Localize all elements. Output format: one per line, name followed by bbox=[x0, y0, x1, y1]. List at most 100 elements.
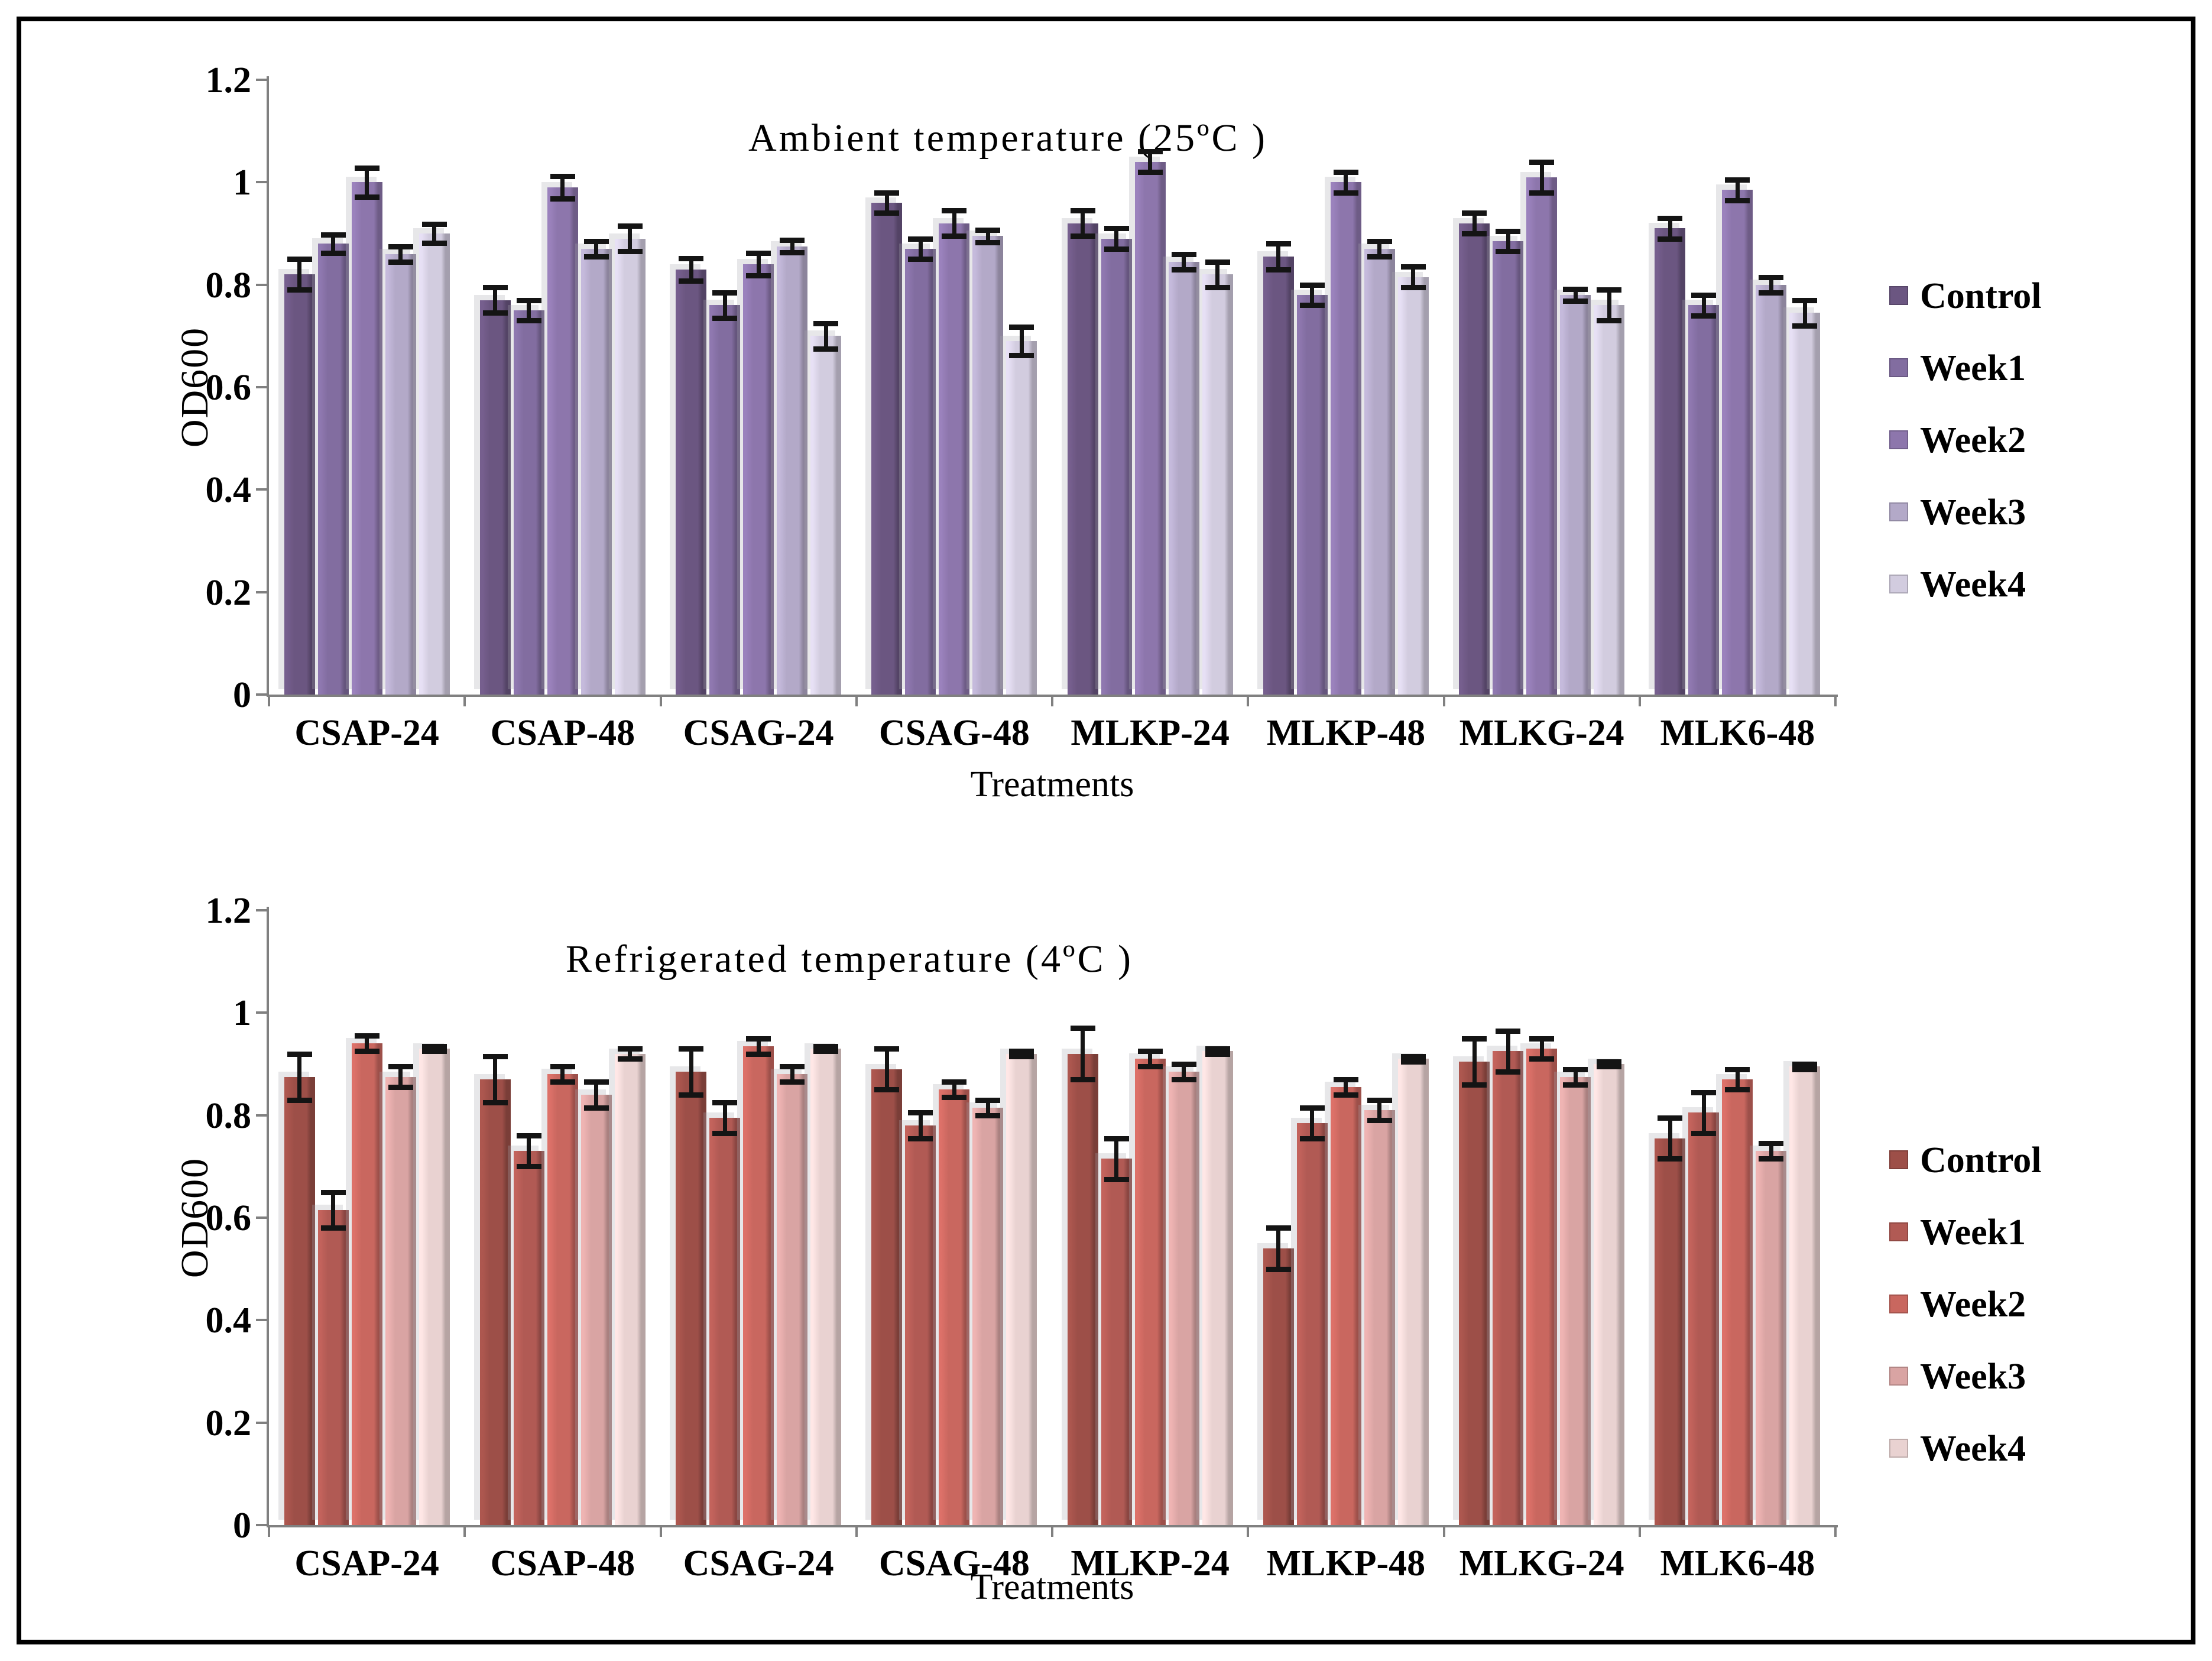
error-bar-cap-bottom bbox=[482, 1100, 508, 1105]
error-bar-cap-bottom bbox=[1299, 303, 1325, 309]
category-label: CSAG-48 bbox=[878, 713, 1030, 753]
x-tick-mark bbox=[1834, 1527, 1837, 1537]
error-bar-cap-top bbox=[813, 1043, 839, 1049]
y-tick-label: 0 bbox=[233, 675, 251, 715]
x-tick-mark bbox=[1638, 697, 1641, 706]
bar bbox=[1560, 295, 1591, 695]
error-bar-cap-top bbox=[1725, 1066, 1750, 1072]
error-bar-stem bbox=[560, 1066, 565, 1082]
y-tick-mark bbox=[256, 1319, 267, 1322]
error-bar-stem bbox=[1668, 218, 1672, 239]
error-bar-stem bbox=[1182, 1064, 1186, 1079]
bar bbox=[1560, 1076, 1591, 1525]
error-bar-stem bbox=[1802, 300, 1807, 326]
bar bbox=[580, 1095, 612, 1525]
legend-swatch bbox=[1889, 1439, 1908, 1458]
figure-border bbox=[17, 17, 2195, 1644]
x-tick-mark bbox=[855, 1527, 858, 1537]
bar bbox=[1655, 228, 1686, 695]
bar bbox=[1756, 284, 1787, 695]
error-bar-stem bbox=[493, 1056, 498, 1102]
x-tick-mark bbox=[268, 1527, 270, 1537]
error-bar-cap-bottom bbox=[1009, 1054, 1034, 1059]
error-bar-cap-bottom bbox=[1171, 1077, 1196, 1082]
error-bar-cap-bottom bbox=[1266, 267, 1291, 272]
y-tick-mark bbox=[256, 79, 267, 81]
bar bbox=[676, 1072, 707, 1525]
x-tick-mark bbox=[1834, 697, 1837, 706]
bar bbox=[1006, 341, 1037, 695]
bar bbox=[547, 1074, 578, 1525]
error-bar-stem bbox=[398, 246, 403, 262]
error-bar-stem bbox=[1506, 1030, 1510, 1072]
error-bar-cap-bottom bbox=[1333, 1092, 1358, 1098]
error-bar-cap-top bbox=[421, 1043, 447, 1049]
error-bar-stem bbox=[1344, 1079, 1348, 1095]
category-label: MLKP-48 bbox=[1266, 713, 1426, 753]
error-bar-stem bbox=[1735, 1069, 1740, 1090]
legend-swatch bbox=[1889, 1150, 1908, 1169]
category-label: MLKP-24 bbox=[1071, 1543, 1230, 1584]
error-bar-cap-bottom bbox=[550, 1079, 575, 1085]
bar bbox=[351, 1043, 382, 1525]
error-bar-cap-top bbox=[1009, 1049, 1034, 1055]
bar bbox=[1101, 238, 1132, 695]
error-bar-stem bbox=[398, 1066, 403, 1087]
bar bbox=[385, 1076, 416, 1525]
y-tick-label: 1.2 bbox=[205, 60, 252, 100]
error-bar-cap-top bbox=[1205, 1046, 1230, 1052]
bar bbox=[614, 238, 646, 695]
error-bar-cap-top bbox=[679, 255, 704, 261]
error-bar-cap-top bbox=[1462, 1036, 1487, 1042]
error-bar-cap-top bbox=[516, 1133, 541, 1139]
category-label: CSAG-24 bbox=[683, 713, 834, 753]
error-bar-stem bbox=[918, 1112, 923, 1138]
y-axis-line bbox=[267, 76, 269, 695]
bar bbox=[1330, 1087, 1361, 1525]
error-bar-cap-bottom bbox=[780, 250, 805, 256]
category-label: CSAP-24 bbox=[294, 713, 439, 753]
error-bar-cap-top bbox=[1104, 1136, 1129, 1141]
bar bbox=[1594, 305, 1625, 695]
bar bbox=[1722, 190, 1753, 695]
y-tick-label: 0.8 bbox=[205, 1095, 252, 1136]
error-bar-cap-bottom bbox=[1070, 233, 1095, 239]
error-bar-stem bbox=[527, 300, 531, 321]
y-tick-label: 0.2 bbox=[205, 572, 252, 613]
error-bar-cap-bottom bbox=[1529, 190, 1555, 196]
error-bar-cap-bottom bbox=[1171, 267, 1196, 272]
error-bar-cap-top bbox=[1266, 241, 1291, 247]
error-bar-cap-top bbox=[1171, 1062, 1196, 1067]
bar bbox=[1067, 1053, 1098, 1525]
legend-swatch bbox=[1889, 1295, 1908, 1313]
error-bar-stem bbox=[884, 192, 889, 213]
bar bbox=[871, 1069, 903, 1525]
error-bar-cap-bottom bbox=[908, 1136, 933, 1141]
bar bbox=[351, 182, 382, 695]
error-bar-stem bbox=[1310, 284, 1315, 306]
error-bar-cap-top bbox=[354, 166, 380, 171]
error-bar-stem bbox=[297, 1053, 302, 1100]
legend-label: Control bbox=[1920, 1140, 2042, 1180]
error-bar-cap-bottom bbox=[813, 1049, 839, 1055]
bar bbox=[871, 203, 903, 695]
y-tick-mark bbox=[256, 283, 267, 286]
bar bbox=[777, 246, 808, 695]
error-bar-cap-top bbox=[975, 1097, 1001, 1103]
error-bar-stem bbox=[1215, 261, 1220, 287]
x-tick-mark bbox=[1247, 697, 1250, 706]
y-tick-mark bbox=[256, 1114, 267, 1117]
error-bar-cap-bottom bbox=[388, 259, 413, 265]
error-bar-cap-top bbox=[1462, 210, 1487, 216]
error-bar-cap-bottom bbox=[516, 1164, 541, 1170]
x-tick-mark bbox=[1638, 1527, 1641, 1537]
error-bar-cap-bottom bbox=[516, 318, 541, 324]
error-bar-cap-bottom bbox=[746, 1051, 771, 1057]
bar bbox=[419, 233, 450, 695]
bar bbox=[972, 1107, 1004, 1525]
category-label: CSAP-48 bbox=[490, 1543, 635, 1584]
error-bar-stem bbox=[823, 323, 828, 349]
bar bbox=[810, 1049, 842, 1525]
